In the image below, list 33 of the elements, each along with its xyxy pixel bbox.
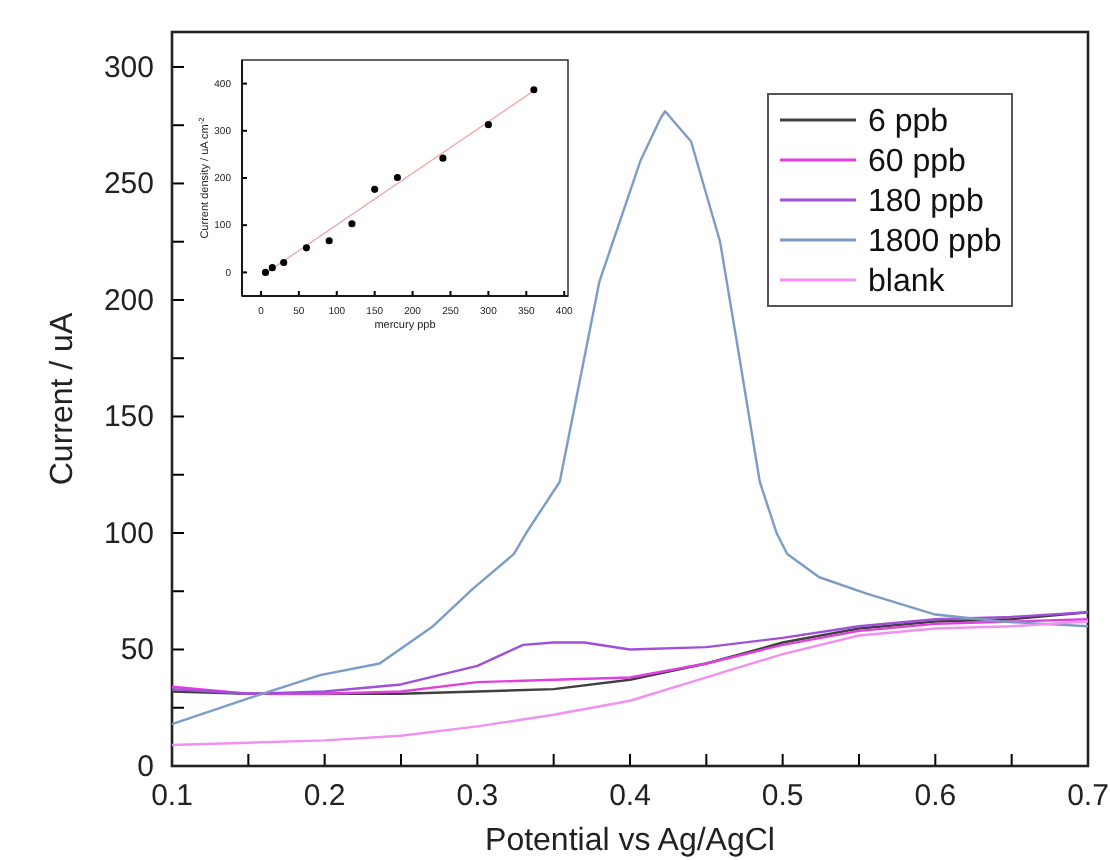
legend-label: 1800 ppb xyxy=(868,225,1002,259)
y-tick-label: 50 xyxy=(120,633,154,668)
point xyxy=(439,154,447,162)
point xyxy=(530,86,538,94)
x-tick-label: 0.3 xyxy=(456,779,499,814)
y-tick-label: 0 xyxy=(137,749,154,784)
point xyxy=(302,244,311,252)
legend-label: 6 ppb xyxy=(868,105,949,139)
x-tick-label: 0.7 xyxy=(1067,779,1109,814)
point xyxy=(348,220,356,228)
y-axis-title: Current / uA xyxy=(46,312,80,486)
x-tick-label: 0.4 xyxy=(609,779,651,814)
point xyxy=(268,264,276,272)
legend-label: 180 ppb xyxy=(868,185,984,219)
x-tick-label: 0.6 xyxy=(914,779,957,814)
point xyxy=(393,173,401,182)
y-tick-label: 250 xyxy=(103,167,154,202)
line-series xyxy=(170,620,1090,747)
x-tick-label: 0.5 xyxy=(761,779,804,814)
point xyxy=(261,268,270,276)
point xyxy=(371,185,379,193)
line-series xyxy=(170,110,1090,726)
legend-label: 60 ppb xyxy=(868,145,967,179)
y-tick-label: 150 xyxy=(103,400,154,435)
y-tick-label: 100 xyxy=(103,516,154,551)
point xyxy=(484,121,492,129)
legend-label: blank xyxy=(868,265,947,299)
x-tick-label: 0.1 xyxy=(151,779,193,814)
point xyxy=(325,237,333,245)
y-tick-label: 300 xyxy=(103,50,154,85)
x-axis-title: Potential vs Ag/AgCl xyxy=(485,824,775,858)
point xyxy=(280,258,288,267)
x-tick-label: 0.2 xyxy=(303,779,346,814)
